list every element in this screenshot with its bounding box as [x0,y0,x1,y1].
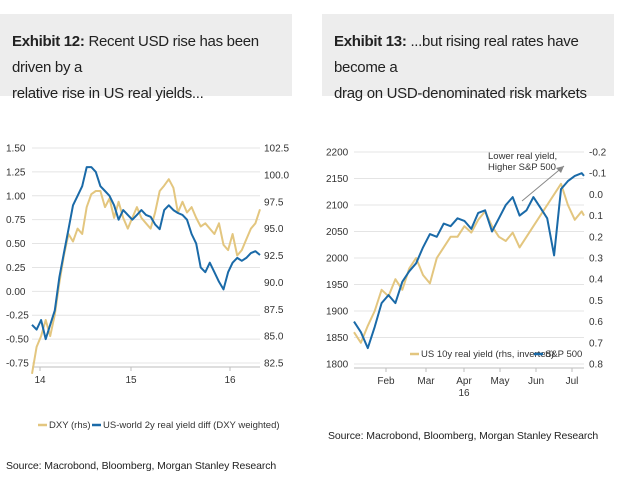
exhibit-13-left-tick-label: 2050 [326,227,349,238]
exhibit-12-source: Source: Macrobond, Bloomberg, Morgan Sta… [6,460,277,472]
exhibit-13-legend-label: S&P 500 [545,349,582,360]
exhibit-12-title-line2: relative rise in US real yields... [12,85,204,102]
exhibit-13-x-tick-label: Mar [417,376,435,387]
exhibit-13-left-tick-label: 2150 [326,174,349,185]
exhibit-13-left-tick-label: 1800 [326,360,349,371]
exhibit-12-right-tick-label: 97.5 [264,197,284,208]
exhibit-12-legend-label: US-world 2y real yield diff (DXY weighte… [103,420,280,431]
exhibit-12-x-tick-label: 15 [125,375,137,386]
exhibit-13-label: Exhibit 13: [334,33,407,50]
exhibit-12-left-tick-label: -0.50 [6,335,29,346]
exhibit-13-title: Exhibit 13: ...but rising real rates hav… [322,14,614,102]
exhibit-13-right-tick-label: 0.4 [589,275,603,286]
exhibit-12-left-tick-label: 0.75 [6,215,26,226]
exhibit-13-chart: 2200 2150 2100 2050 2000 1950 1900 1850 1800 -0.2… [326,148,607,400]
exhibit-13-right-tick-label: 0.3 [589,254,603,265]
exhibit-12-left-tick-label: -0.75 [6,359,29,370]
exhibit-13-left-tick-label: 1950 [326,280,349,291]
exhibit-13-series-a-line [353,182,585,344]
exhibit-12-right-tick-label: 90.0 [264,278,284,289]
exhibit-12-chart: 1.50 1.25 1.00 0.75 0.50 0.25 0.00 -0.25 -0.50 -0… [6,144,289,432]
exhibit-12-series-b-line [31,166,261,341]
exhibit-13-right-tick-label: -0.2 [589,148,607,159]
exhibit-12-panel: Exhibit 12: Recent USD rise has been dri… [0,14,292,431]
exhibit-13-title-line1: ...but rising real rates have become a [334,33,579,76]
exhibit-13-source: Source: Macrobond, Bloomberg, Morgan Sta… [328,430,599,442]
exhibit-12-series-a-line [31,178,261,374]
exhibit-12-right-tick-label: 100.0 [264,170,289,181]
exhibit-12-right-tick-label: 92.5 [264,251,284,262]
exhibit-13-x-tick-label: Apr [456,376,472,387]
exhibit-12-right-tick-label: 102.5 [264,144,289,155]
exhibit-13-left-tick-label: 1900 [326,307,349,318]
exhibit-13-right-tick-label: 0.1 [589,211,603,222]
exhibit-12-left-tick-label: 1.00 [6,191,26,202]
exhibit-13-x-tick-label: Jun [528,376,544,387]
exhibit-13-x-tick-label: Feb [377,376,395,387]
exhibit-12-left-tick-label: -0.25 [6,311,29,322]
exhibit-13-x-year-label: 16 [458,388,470,399]
exhibit-12-title-line1: Recent USD rise has been driven by a [12,33,259,76]
exhibit-13-x-tick-label: May [491,376,510,387]
exhibit-13-right-tick-label: 0.5 [589,296,603,307]
exhibit-12-left-tick-label: 0.00 [6,287,26,298]
exhibit-12-left-tick-label: 1.50 [6,144,26,155]
exhibit-12-right-tick-label: 95.0 [264,224,284,235]
exhibit-13-panel: Exhibit 13: ...but rising real rates hav… [322,14,614,414]
exhibit-13-left-tick-label: 2100 [326,201,349,212]
exhibit-13-right-tick-label: -0.1 [589,169,607,180]
exhibit-13-x-tick-label: Jul [566,376,579,387]
exhibit-12-title: Exhibit 12: Recent USD rise has been dri… [0,14,292,102]
exhibit-12-right-tick-label: 87.5 [264,305,284,316]
exhibit-12-right-tick-label: 85.0 [264,332,284,343]
exhibit-13-left-tick-label: 2000 [326,254,349,265]
exhibit-13-right-tick-label: 0.8 [589,360,603,371]
exhibit-13-left-tick-label: 2200 [326,148,349,159]
exhibit-13-title-line2: drag on USD-denominated risk markets [334,85,587,102]
exhibit-12-left-tick-label: 1.25 [6,167,26,178]
exhibit-13-annotation-arrow [521,165,565,202]
exhibit-12-left-tick-label: 0.25 [6,263,26,274]
exhibit-13-left-tick-label: 1850 [326,333,349,344]
exhibit-13-annotation-arrowhead [556,166,564,173]
exhibit-12-left-tick-label: 0.50 [6,239,26,250]
exhibit-13-annotation-text: Higher S&P 500 [488,162,556,173]
exhibit-13-right-tick-label: 0.6 [589,317,603,328]
exhibit-13-annotation-text: Lower real yield, [488,151,557,162]
exhibit-12-x-tick-label: 16 [224,375,236,386]
exhibit-13-right-tick-label: 0.7 [589,338,603,349]
exhibit-13-series-b-line [353,172,585,350]
exhibit-13-legend-label: US 10y real yield (rhs, inverted) [421,349,554,360]
exhibit-13-right-tick-label: 0.0 [589,190,603,201]
exhibit-12-x-tick-label: 14 [34,375,46,386]
exhibit-12-right-tick-label: 82.5 [264,359,284,370]
exhibit-13-right-tick-label: 0.2 [589,232,603,243]
exhibit-12-legend-label: DXY (rhs) [49,420,91,431]
exhibit-12-label: Exhibit 12: [12,33,85,50]
